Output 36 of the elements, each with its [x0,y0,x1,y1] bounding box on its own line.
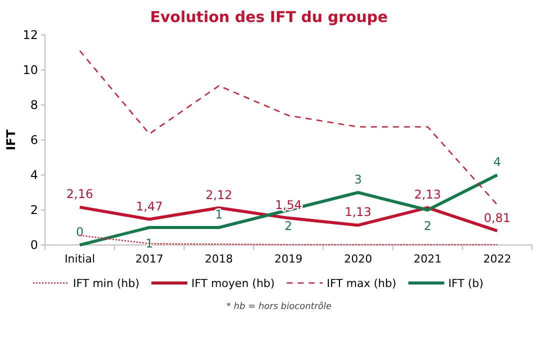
data-label: 1 [146,236,154,250]
chart-title: Evolution des IFT du groupe [150,8,388,26]
x-tick-label: 2018 [204,252,233,266]
line-series [79,234,498,246]
x-tick-label: 2019 [274,252,302,266]
y-tick-label: 4 [30,168,38,182]
y-tick-label: 12 [22,28,38,42]
y-tick-label: 8 [30,98,38,112]
y-axis-title: IFT [4,128,18,150]
data-label: 2 [424,219,432,233]
x-tick-label: 2020 [344,252,372,266]
data-label: 1,54 [275,198,302,212]
y-tick-label: 2 [30,202,38,217]
y-tick-label: 10 [22,62,38,77]
data-label: 4 [493,155,502,169]
data-label: 1,13 [344,205,372,220]
x-tick-label: 2021 [414,252,442,266]
x-tick-label: Initial [64,252,96,266]
data-label: 2,12 [206,188,232,202]
data-label: 0 [76,225,84,239]
data-label: 2,13 [414,188,441,202]
data-label: 0,81 [484,210,511,225]
legend-label: IFT moyen (hb) [191,277,275,290]
data-label: 1 [215,208,223,222]
y-tick-label: 0 [30,238,38,252]
text: * hb = hors biocontrôle [226,301,332,312]
data-label: 3 [354,172,362,186]
data-label: 2,16 [66,187,94,202]
x-tick-label: 2022 [483,252,512,266]
y-tick-label: 6 [30,132,38,147]
data-label: 2 [284,219,292,233]
legend-label: IFT (b) [448,277,484,290]
data-label: 1,47 [136,199,163,214]
legend-label: IFT min (hb) [73,277,140,290]
x-tick-label: 2017 [135,252,164,266]
legend-label: IFT max (hb) [326,277,396,290]
